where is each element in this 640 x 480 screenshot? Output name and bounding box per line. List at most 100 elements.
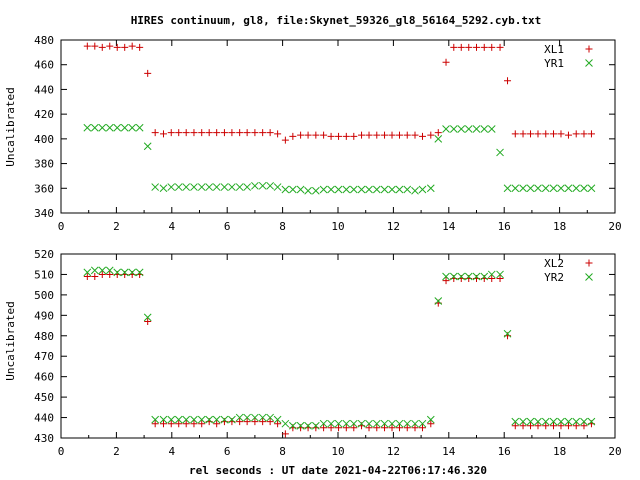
data-point-xl1 bbox=[534, 130, 542, 138]
x-tick-label: 20 bbox=[608, 220, 621, 233]
data-point-yr1 bbox=[549, 184, 558, 193]
data-point-yr2 bbox=[273, 415, 282, 424]
data-point-xl2 bbox=[542, 422, 550, 430]
data-point-yr1 bbox=[580, 184, 588, 193]
y-tick-label: 480 bbox=[34, 330, 54, 343]
data-point-yr1 bbox=[235, 183, 244, 191]
data-point-xl2 bbox=[572, 422, 580, 430]
legend-marker-yr1 bbox=[585, 59, 593, 67]
data-point-xl2 bbox=[550, 422, 558, 430]
data-point-yr2 bbox=[151, 415, 160, 424]
data-point-xl2 bbox=[442, 277, 450, 285]
x-tick-label: 8 bbox=[279, 445, 286, 458]
data-point-yr1 bbox=[564, 184, 573, 193]
data-point-yr1 bbox=[403, 185, 412, 194]
data-point-yr2 bbox=[212, 415, 221, 424]
y-tick-label: 460 bbox=[34, 59, 54, 72]
data-point-yr2 bbox=[167, 415, 176, 424]
data-point-xl2 bbox=[580, 422, 588, 430]
data-point-xl2 bbox=[373, 424, 381, 432]
data-point-xl1 bbox=[251, 129, 259, 137]
data-point-xl2 bbox=[411, 424, 419, 432]
data-point-xl1 bbox=[496, 43, 504, 51]
data-point-xl2 bbox=[350, 424, 358, 432]
data-point-yr1 bbox=[357, 185, 366, 194]
top-y-axis-label: Uncalibrated bbox=[4, 87, 17, 166]
data-point-xl2 bbox=[167, 420, 175, 428]
y-tick-label: 430 bbox=[34, 432, 54, 445]
top-legend: XL1 YR1 bbox=[544, 43, 564, 70]
x-tick-label: 16 bbox=[498, 220, 511, 233]
data-point-xl1 bbox=[297, 131, 305, 139]
data-point-yr1 bbox=[151, 183, 160, 191]
data-point-xl1 bbox=[327, 132, 335, 140]
data-point-xl1 bbox=[274, 130, 282, 138]
data-point-yr2 bbox=[541, 417, 550, 426]
data-point-xl1 bbox=[527, 130, 535, 138]
data-point-xl1 bbox=[98, 43, 106, 51]
data-point-xl2 bbox=[159, 420, 167, 428]
data-point-xl2 bbox=[342, 424, 350, 432]
data-point-yr2 bbox=[457, 272, 466, 281]
x-tick-label: 0 bbox=[58, 220, 65, 233]
x-tick-label: 4 bbox=[168, 445, 175, 458]
y-tick-label: 440 bbox=[34, 412, 54, 425]
data-point-xl1 bbox=[213, 129, 221, 137]
data-point-yr2 bbox=[288, 421, 297, 430]
data-point-yr1 bbox=[90, 123, 99, 132]
data-point-xl1 bbox=[373, 131, 381, 139]
data-point-yr2 bbox=[334, 419, 343, 428]
data-point-xl1 bbox=[335, 132, 343, 140]
data-point-xl2 bbox=[144, 317, 152, 325]
data-point-yr2 bbox=[159, 415, 168, 424]
data-point-yr1 bbox=[418, 185, 427, 194]
data-point-xl1 bbox=[457, 43, 465, 51]
data-point-yr1 bbox=[541, 184, 550, 193]
data-point-yr1 bbox=[296, 185, 305, 194]
data-point-yr2 bbox=[319, 419, 328, 428]
data-point-yr2 bbox=[472, 272, 481, 281]
data-point-yr2 bbox=[365, 419, 373, 428]
data-point-yr1 bbox=[251, 181, 259, 190]
data-point-xl1 bbox=[281, 136, 289, 144]
data-point-xl2 bbox=[98, 270, 106, 278]
data-point-yr1 bbox=[534, 184, 542, 193]
data-point-yr2 bbox=[281, 419, 290, 428]
data-point-yr2 bbox=[388, 419, 396, 428]
data-point-xl1 bbox=[289, 132, 297, 140]
data-point-yr1 bbox=[519, 184, 527, 193]
data-point-xl1 bbox=[342, 132, 350, 140]
data-point-xl2 bbox=[251, 418, 259, 426]
data-point-yr2 bbox=[372, 419, 381, 428]
data-point-yr1 bbox=[190, 183, 198, 191]
x-tick-label: 12 bbox=[387, 445, 400, 458]
data-point-yr1 bbox=[212, 183, 221, 191]
data-point-yr2 bbox=[572, 417, 581, 426]
data-point-yr2 bbox=[534, 417, 542, 426]
x-tick-label: 2 bbox=[113, 445, 120, 458]
data-point-yr2 bbox=[83, 268, 92, 277]
data-point-yr1 bbox=[159, 184, 168, 193]
bottom-x-axis-label: rel seconds : UT date 2021-04-22T06:17:4… bbox=[189, 464, 487, 477]
data-point-xl2 bbox=[198, 420, 206, 428]
data-point-yr2 bbox=[342, 419, 351, 428]
data-point-xl2 bbox=[190, 420, 198, 428]
data-point-yr2 bbox=[580, 417, 588, 426]
data-point-yr2 bbox=[349, 419, 358, 428]
data-point-yr2 bbox=[143, 313, 152, 322]
data-point-yr2 bbox=[243, 413, 251, 422]
data-point-yr2 bbox=[564, 417, 573, 426]
series-yr1 bbox=[83, 123, 596, 195]
data-point-yr1 bbox=[135, 123, 144, 132]
x-tick-label: 16 bbox=[498, 445, 511, 458]
data-point-yr2 bbox=[526, 417, 535, 426]
data-point-yr2 bbox=[519, 417, 527, 426]
data-point-xl1 bbox=[550, 130, 558, 138]
data-point-yr1 bbox=[457, 125, 466, 133]
data-point-yr1 bbox=[205, 183, 214, 191]
data-point-yr1 bbox=[319, 185, 328, 194]
data-point-yr2 bbox=[442, 272, 450, 281]
x-tick-label: 8 bbox=[279, 220, 286, 233]
data-point-xl1 bbox=[504, 77, 512, 85]
